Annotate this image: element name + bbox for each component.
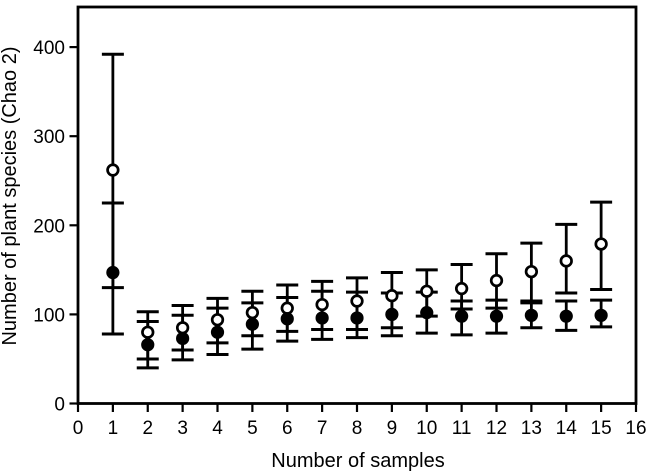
x-tick-label: 4: [212, 418, 223, 439]
x-tick-label: 15: [591, 418, 612, 439]
x-tick-label: 11: [452, 418, 472, 439]
y-axis: 0 100 200 300 400: [33, 38, 78, 416]
x-tick-label: 9: [387, 418, 398, 439]
data-point-filled-circle: [489, 309, 504, 323]
data-point-filled-circle: [420, 306, 434, 320]
x-tick-label: 8: [352, 418, 363, 439]
data-point-open-circle: [175, 321, 190, 335]
x-tick-label: 12: [486, 418, 507, 439]
data-point-open-circle: [385, 289, 399, 303]
data-point-open-circle: [106, 163, 120, 177]
plot-area: [76, 5, 638, 405]
data-point-open-circle: [245, 305, 260, 320]
data-point-open-circle: [141, 325, 155, 339]
data-point-open-circle: [420, 284, 434, 298]
data-point-filled-circle: [455, 309, 469, 323]
x-tick-label: 13: [521, 418, 542, 439]
data-point-open-circle: [524, 264, 539, 279]
data-point-filled-circle: [176, 331, 190, 346]
x-axis-title: Number of samples: [271, 450, 444, 472]
x-tick-label: 14: [556, 418, 578, 439]
x-tick-label: 2: [142, 418, 153, 439]
x-tick-label: 10: [416, 418, 437, 439]
data-point-open-circle: [280, 301, 294, 315]
x-tick-label: 16: [625, 418, 646, 439]
data-point-open-circle: [559, 254, 573, 268]
x-tick-label: 1: [108, 418, 119, 439]
x-axis: 0 1 2 3 4 5 6 7 8 9 10 11 12 13 14 15 16: [73, 403, 647, 439]
x-tick-label: 7: [317, 418, 328, 439]
y-tick-label: 200: [33, 216, 65, 237]
y-tick-label: 100: [33, 305, 65, 326]
data-point-filled-circle: [141, 338, 155, 352]
y-tick-label: 0: [54, 395, 65, 416]
data-point-filled-circle: [350, 311, 364, 325]
data-point-filled-circle: [106, 265, 120, 280]
y-tick-label: 400: [33, 38, 65, 59]
data-point-open-circle: [489, 273, 504, 288]
data-point-filled-circle: [524, 308, 538, 322]
y-tick-label: 300: [33, 127, 65, 148]
data-point-filled-circle: [315, 311, 329, 325]
data-point-open-circle: [594, 237, 608, 251]
data-point-filled-circle: [594, 308, 608, 322]
data-point-filled-circle: [245, 317, 259, 331]
data-point-open-circle: [454, 281, 469, 296]
data-point-filled-circle: [210, 325, 225, 339]
x-tick-label: 3: [177, 418, 188, 439]
y-axis-title: Number of plant species (Chao 2): [0, 46, 21, 345]
data-series: [101, 52, 613, 370]
data-point-open-circle: [350, 294, 364, 308]
plot-area-border: [76, 5, 638, 405]
x-tick-label: 0: [73, 418, 84, 439]
x-tick-label: 6: [282, 418, 293, 439]
data-point-open-circle: [210, 313, 225, 327]
data-point-open-circle: [315, 297, 329, 312]
data-point-filled-circle: [280, 312, 294, 326]
data-point-filled-circle: [385, 307, 399, 321]
data-point-filled-circle: [559, 309, 573, 323]
x-tick-label: 5: [247, 418, 258, 439]
